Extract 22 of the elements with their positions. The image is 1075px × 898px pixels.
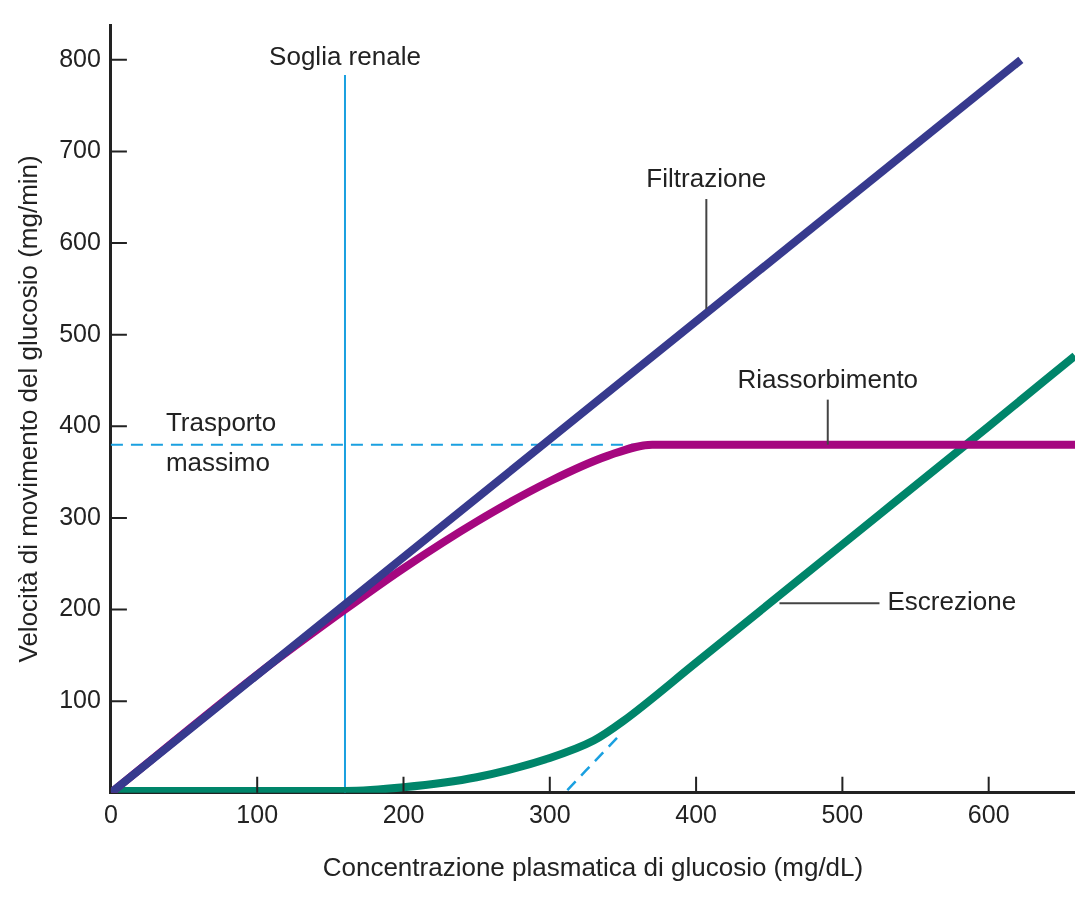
x-axis-title: Concentrazione plasmatica di glucosio (mg/dL) <box>322 851 864 882</box>
x-tick-label: 0 <box>103 799 118 828</box>
x-tick-label: 200 <box>382 799 425 828</box>
y-tick-label: 200 <box>59 593 101 622</box>
y-tick-label: 100 <box>59 685 101 714</box>
x-tick-label: 600 <box>967 799 1010 828</box>
y-tick-label: 400 <box>59 410 101 439</box>
x-tick-label: 400 <box>675 799 717 828</box>
x-tick-label: 300 <box>528 799 571 828</box>
y-tick-label: 800 <box>59 43 101 72</box>
y-tick-label: 500 <box>59 318 101 347</box>
y-tick-label: 300 <box>59 501 101 530</box>
x-tick-label: 100 <box>236 799 279 828</box>
x-tick-label: 500 <box>821 799 864 828</box>
annotation: Riassorbimento <box>737 363 919 394</box>
ref-line-label: Soglia renale <box>269 41 421 72</box>
ref-line-label: Trasporto massimo <box>165 406 277 477</box>
y-axis-title: Velocità di movimento del glucosio (mg/min) <box>12 155 43 663</box>
y-tick-label: 600 <box>59 226 101 255</box>
annotation: Escrezione <box>887 586 1017 617</box>
annotation: Filtrazione <box>646 163 767 194</box>
y-tick-label: 700 <box>59 135 101 164</box>
